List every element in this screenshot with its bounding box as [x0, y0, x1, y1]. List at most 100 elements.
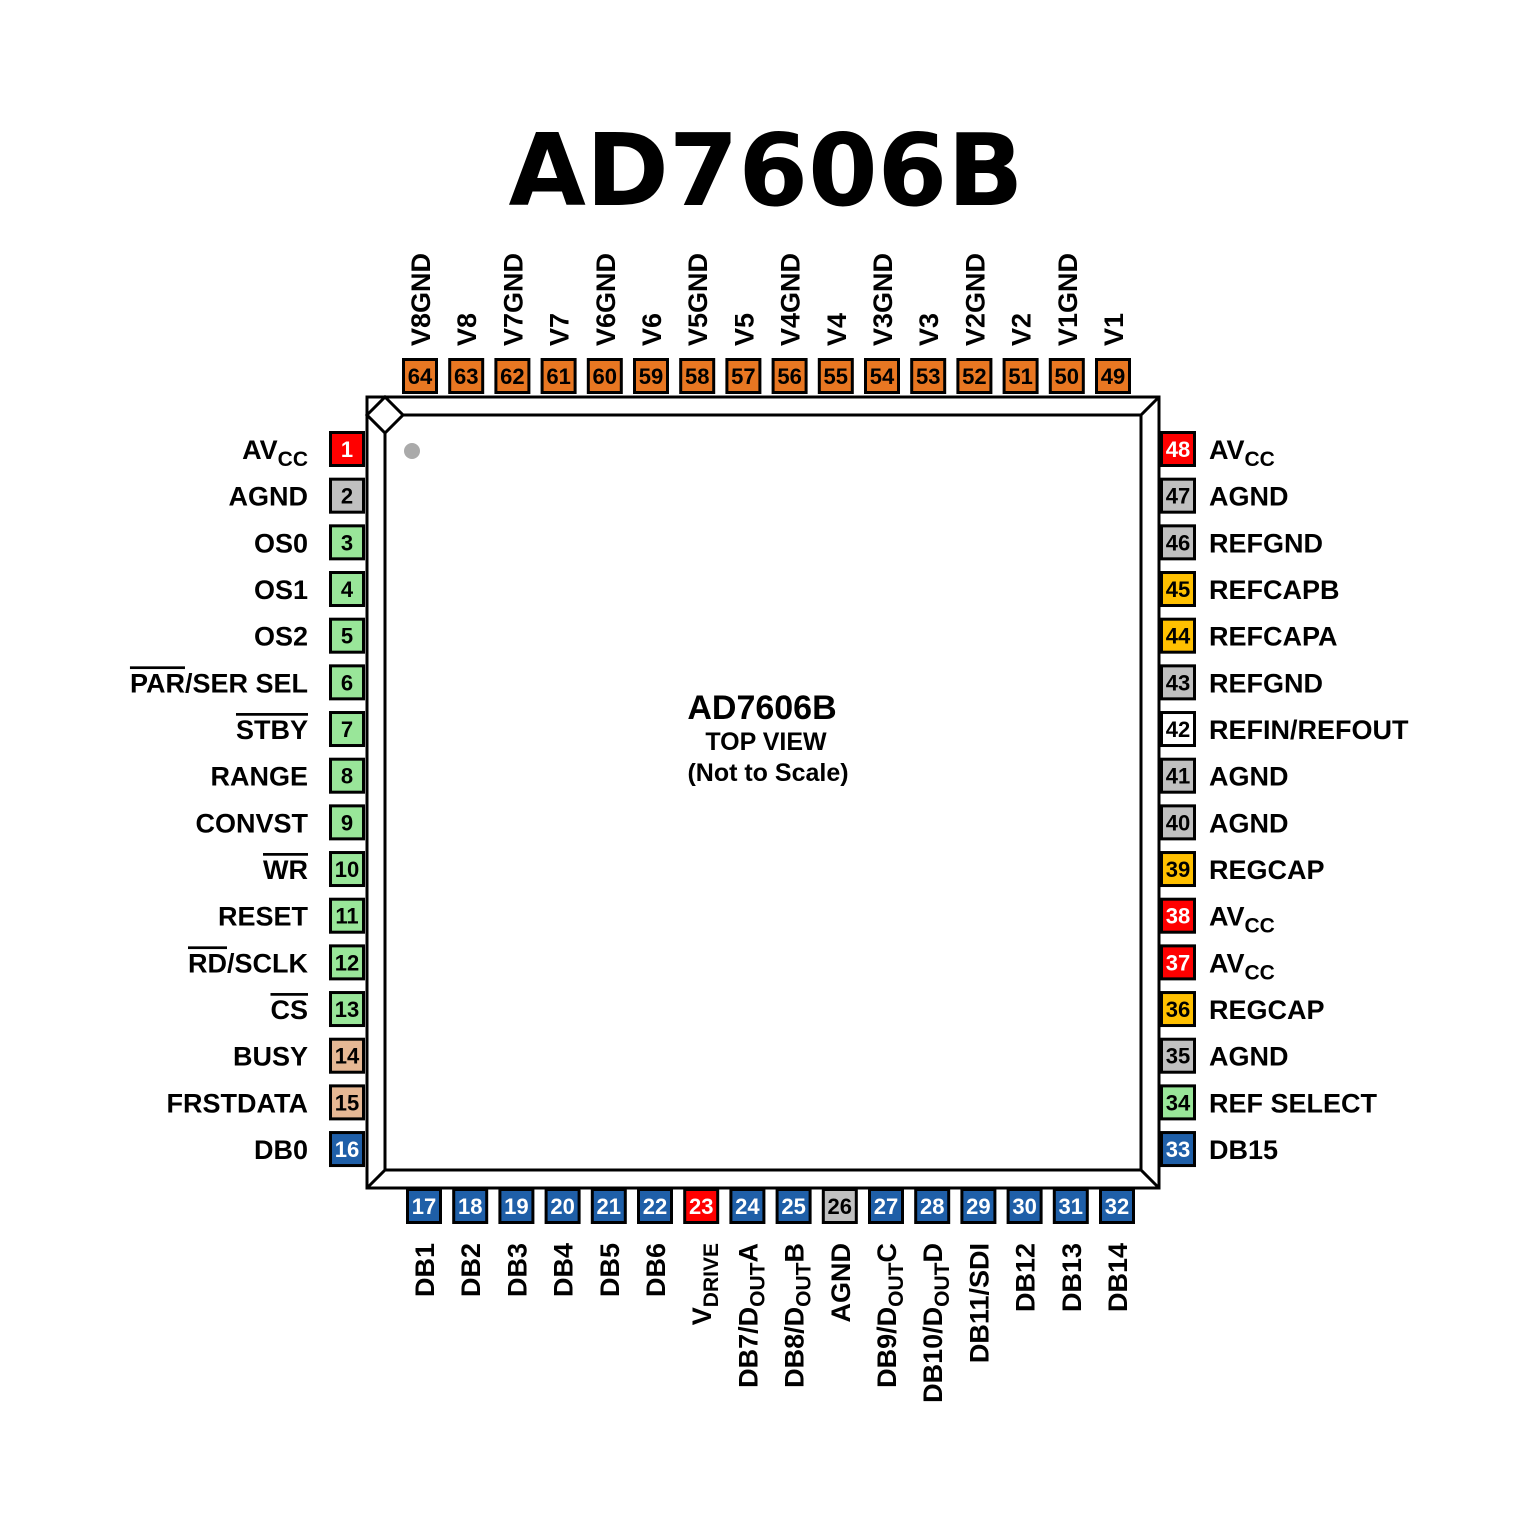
pin-59-label: V6	[637, 313, 667, 346]
pin-22: 22	[637, 1188, 673, 1224]
pin-label-text: DB14	[1103, 1243, 1133, 1312]
pin-64-label: V8GND	[406, 253, 436, 346]
pin-60-label: V6GND	[591, 253, 621, 346]
pin-label-text: RD	[188, 948, 227, 978]
pin-57-label: V5	[729, 313, 759, 346]
pin-25-number: 25	[781, 1194, 805, 1219]
pin-52-number: 52	[962, 364, 986, 389]
pin-19-number: 19	[504, 1194, 528, 1219]
pin-36: 36	[1160, 991, 1196, 1028]
pin-4-pad	[329, 571, 365, 608]
pin-label-text: DB6	[641, 1243, 671, 1297]
pin-31-number: 31	[1059, 1194, 1083, 1219]
pin-22-number: 22	[643, 1194, 667, 1219]
pin-64: 64	[402, 358, 438, 394]
pin-label-text: DB12	[1011, 1243, 1041, 1312]
pin-31-label: DB13	[1057, 1243, 1087, 1312]
pin-label-text: DB10/D	[918, 1307, 948, 1403]
pin-label-text: OS2	[254, 622, 308, 652]
pin-29-pad	[960, 1188, 997, 1224]
pin-label-text: B	[780, 1243, 810, 1263]
pin-44-number: 44	[1166, 624, 1191, 649]
pin-26-number: 26	[828, 1194, 852, 1219]
pin-58-number: 58	[685, 364, 709, 389]
pin-32-label: DB14	[1103, 1243, 1133, 1312]
center-scale-note: (Not to Scale)	[687, 759, 848, 787]
pin-56-label: V4GND	[776, 253, 806, 346]
pin-39-label: REGCAP	[1209, 855, 1325, 885]
pin-14-pad	[329, 1037, 365, 1074]
pin-label-text: DB15	[1209, 1135, 1278, 1165]
pin-10-number: 10	[335, 857, 359, 882]
pin-label-text: /SCLK	[227, 948, 309, 978]
pin-46-pad	[1160, 524, 1196, 561]
pin-13-label: CS	[270, 995, 308, 1025]
pin-43-label: REFGND	[1209, 668, 1323, 698]
pin-20-pad	[544, 1188, 581, 1224]
pin-46: 46	[1160, 524, 1196, 561]
pin-label-text: V1	[1099, 313, 1129, 346]
pin-label-subscript: OUT	[746, 1262, 769, 1307]
pin-59: 59	[633, 358, 669, 394]
pin-44-label: REFCAPA	[1209, 622, 1338, 652]
center-view-label: TOP VIEW	[705, 728, 827, 756]
pin-23-label: VDRIVE	[687, 1243, 723, 1325]
pin-58-pad	[679, 358, 716, 394]
pin-label-text: PAR	[130, 668, 185, 698]
pin-label-text: FRSTDATA	[167, 1088, 308, 1118]
pin-38: 38	[1160, 897, 1196, 934]
pin-3-number: 3	[341, 530, 353, 555]
pin-28-pad	[914, 1188, 951, 1224]
pin-34: 34	[1160, 1084, 1196, 1121]
pin-label-subscript: CC	[1245, 961, 1275, 984]
pin-50-number: 50	[1055, 364, 1079, 389]
pin-51-label: V2	[1007, 313, 1037, 346]
pin-11-number: 11	[335, 904, 358, 929]
pin-33-number: 33	[1166, 1137, 1190, 1162]
pin-18-label: DB2	[456, 1243, 486, 1297]
pin-label-text: RESET	[218, 902, 309, 932]
pin-58: 58	[679, 358, 716, 394]
pin-28: 28	[914, 1188, 951, 1224]
pin-label-text: V	[687, 1307, 717, 1325]
pin-44: 44	[1160, 617, 1196, 654]
pin-label-text: RANGE	[210, 762, 308, 792]
pin-38-pad	[1160, 897, 1196, 934]
pin-39-pad	[1160, 851, 1196, 888]
pin-13-number: 13	[335, 997, 359, 1022]
pin-27-pad	[868, 1188, 904, 1224]
pin-62-number: 62	[500, 364, 524, 389]
pin-35-pad	[1160, 1037, 1196, 1074]
pin-35-number: 35	[1166, 1044, 1190, 1069]
pin-29-label: DB11/SDI	[964, 1243, 994, 1363]
pin-23: 23	[683, 1188, 720, 1224]
pin-21-number: 21	[597, 1194, 621, 1219]
pin-15-number: 15	[335, 1090, 359, 1115]
pin-label-text: STBY	[236, 715, 308, 745]
pin-label-subscript: OUT	[885, 1262, 908, 1307]
pin-54: 54	[864, 358, 900, 394]
pin-label-text: REGCAP	[1209, 995, 1325, 1025]
pin-7: 7	[329, 711, 365, 748]
pin-17: 17	[406, 1188, 442, 1224]
pin-49-pad	[1095, 358, 1131, 394]
pin-55: 55	[817, 358, 854, 394]
pin-36-pad	[1160, 991, 1196, 1028]
center-part-name: AD7606B	[687, 689, 836, 727]
pin-label-text: CS	[270, 995, 308, 1025]
pin-50-label: V1GND	[1053, 253, 1083, 346]
pin-label-subscript: OUT	[793, 1262, 816, 1307]
pin-label-text: AV	[242, 435, 278, 465]
pin-label-text: AV	[1209, 902, 1245, 932]
pin-30-number: 30	[1012, 1194, 1036, 1219]
pin-37: 37	[1160, 944, 1196, 981]
pin-3-pad	[329, 524, 365, 561]
pin-24-pad	[729, 1188, 766, 1224]
pin-27-label: DB9/DOUTC	[872, 1243, 908, 1388]
pin-61-pad	[540, 358, 577, 394]
pin-56-pad	[771, 358, 808, 394]
pin-20: 20	[544, 1188, 581, 1224]
pin-38-label: AVCC	[1209, 902, 1275, 938]
pin-34-label: REF SELECT	[1209, 1088, 1378, 1118]
